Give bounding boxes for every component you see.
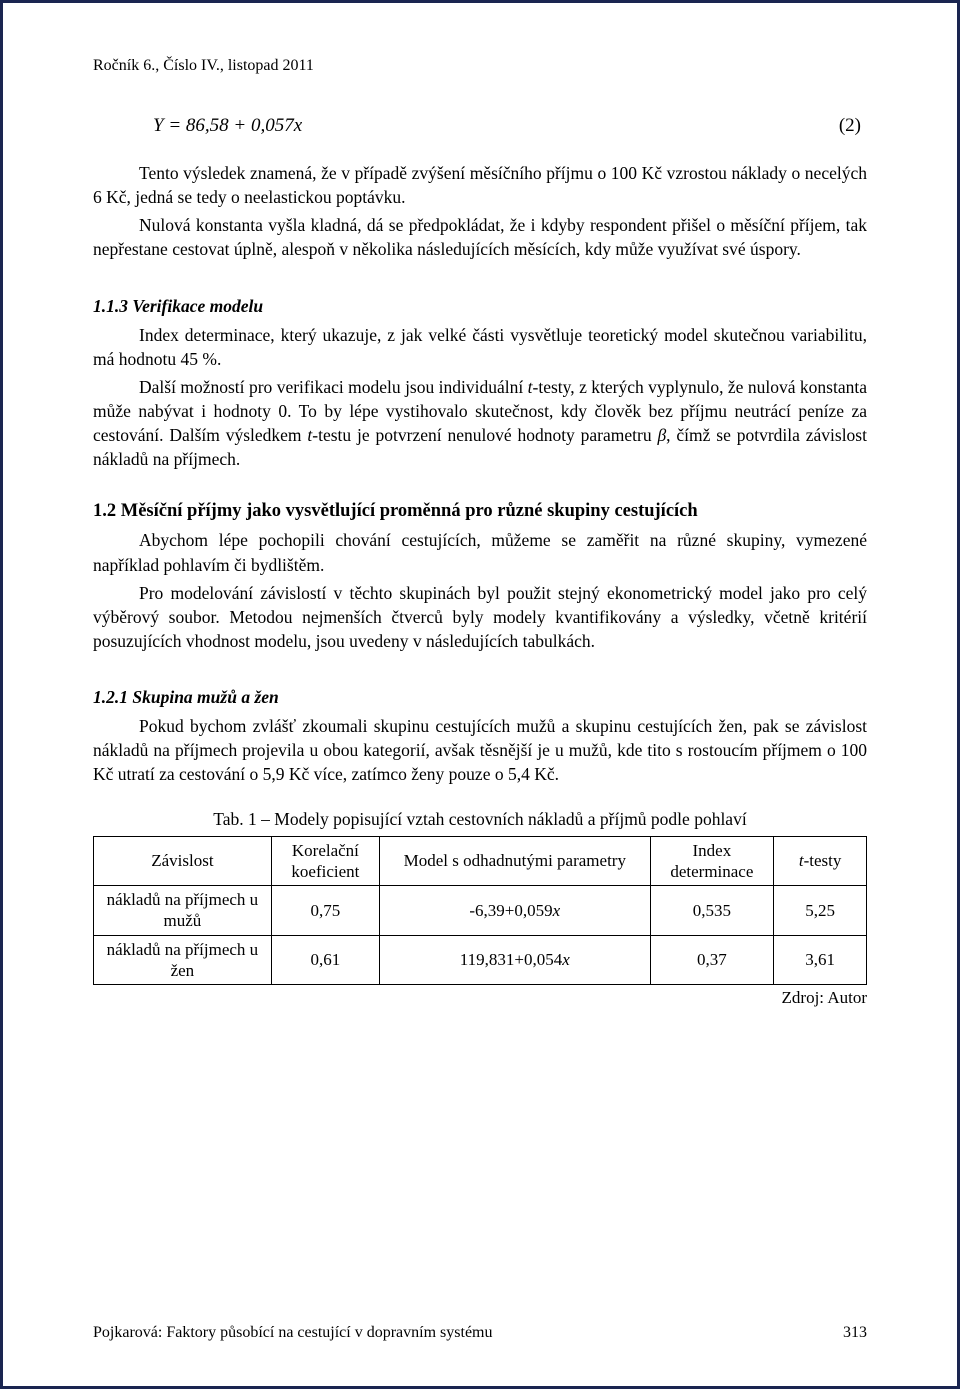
heading-1-1-3: 1.1.3 Verifikace modelu (93, 296, 867, 317)
cell: 0,75 (271, 886, 379, 936)
italic-x: x (553, 901, 561, 920)
table-source: Zdroj: Autor (93, 988, 867, 1008)
cell: 119,831+0,054x (380, 935, 651, 985)
footer-text: Pojkarová: Faktory působící na cestující… (93, 1324, 493, 1342)
col-header: Model s odhadnutými parametry (380, 836, 651, 886)
sec-121-block: Pokud bychom zvlášť zkoumali skupinu ces… (93, 714, 867, 786)
col-header: Závislost (94, 836, 272, 886)
equation-row: Y = 86,58 + 0,057x (2) (153, 115, 867, 137)
paragraph: Tento výsledek znamená, že v případě zvý… (93, 161, 867, 209)
text: 119,831+0,054 (460, 950, 562, 969)
table-caption: Tab. 1 – Modely popisující vztah cestovn… (93, 809, 867, 830)
cell: 0,37 (650, 935, 774, 985)
cell: 0,61 (271, 935, 379, 985)
equation-formula: Y = 86,58 + 0,057x (153, 115, 302, 137)
paragraph: Pro modelování závislostí v těchto skupi… (93, 581, 867, 653)
paragraph: Pokud bychom zvlášť zkoumali skupinu ces… (93, 714, 867, 786)
cell: 0,535 (650, 886, 774, 936)
heading-1-2-1: 1.2.1 Skupina mužů a žen (93, 687, 867, 708)
text: Další možností pro verifikaci modelu jso… (139, 377, 528, 397)
col-header: Index determinace (650, 836, 774, 886)
text: -testy (804, 851, 842, 870)
paragraph: Abychom lépe pochopili chování cestující… (93, 528, 867, 576)
sec-113-block: Index determinace, který ukazuje, z jak … (93, 323, 867, 472)
cell: nákladů na příjmech u žen (94, 935, 272, 985)
italic-beta: β (657, 425, 666, 445)
table-row: nákladů na příjmech u žen 0,61 119,831+0… (94, 935, 867, 985)
table-1: Závislost Korelační koeficient Model s o… (93, 836, 867, 986)
cell: 5,25 (774, 886, 867, 936)
table-row: nákladů na příjmech u mužů 0,75 -6,39+0,… (94, 886, 867, 936)
intro-block: Tento výsledek znamená, že v případě zvý… (93, 161, 867, 262)
cell: nákladů na příjmech u mužů (94, 886, 272, 936)
text: -6,39+0,059 (469, 901, 552, 920)
table-header-row: Závislost Korelační koeficient Model s o… (94, 836, 867, 886)
heading-1-2: 1.2 Měsíční příjmy jako vysvětlující pro… (93, 501, 867, 522)
running-head: Ročník 6., Číslo IV., listopad 2011 (93, 57, 867, 75)
text: -testu je potvrzení nenulové hodnoty par… (312, 425, 657, 445)
sec-12-block: Abychom lépe pochopili chování cestující… (93, 528, 867, 653)
equation-number: (2) (839, 115, 861, 137)
italic-x: x (562, 950, 570, 969)
paragraph: Index determinace, který ukazuje, z jak … (93, 323, 867, 371)
cell: 3,61 (774, 935, 867, 985)
page: Ročník 6., Číslo IV., listopad 2011 Y = … (0, 0, 960, 1389)
col-header: t-testy (774, 836, 867, 886)
cell: -6,39+0,059x (380, 886, 651, 936)
page-footer: Pojkarová: Faktory působící na cestující… (93, 1324, 867, 1342)
paragraph: Nulová konstanta vyšla kladná, dá se pře… (93, 213, 867, 261)
footer-page-number: 313 (843, 1324, 867, 1342)
paragraph: Další možností pro verifikaci modelu jso… (93, 375, 867, 472)
col-header: Korelační koeficient (271, 836, 379, 886)
